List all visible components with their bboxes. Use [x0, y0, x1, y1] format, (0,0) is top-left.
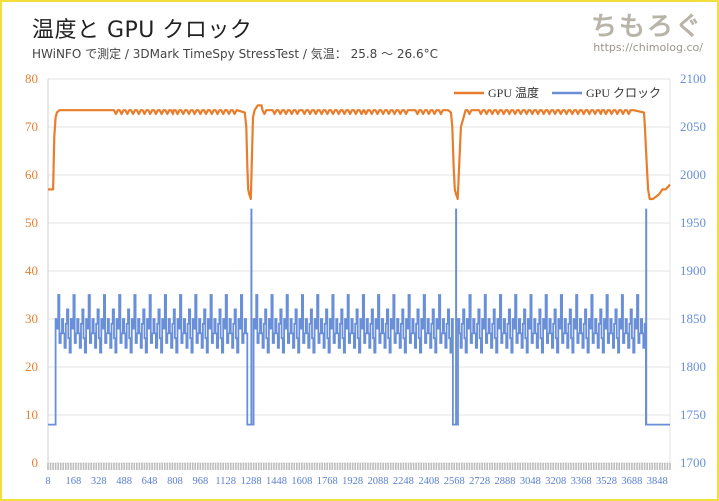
- right-axis-ticks: 1700 1750 1800 1850 1900 1950 2000 2050 2100: [680, 71, 706, 470]
- brand-url[interactable]: https://chimolog.co/: [593, 41, 703, 54]
- right-tick-label: 1950: [680, 215, 706, 230]
- x-tick-label: 168: [66, 476, 82, 487]
- x-tick-label: 3688: [621, 476, 642, 487]
- x-tick-label: 8: [45, 476, 50, 487]
- x-tick-label: 1928: [342, 476, 363, 487]
- chart-subtitle: HWiNFO で測定 / 3DMark TimeSpy StressTest /…: [32, 47, 439, 61]
- left-tick-label: 80: [25, 71, 38, 86]
- left-tick-label: 70: [25, 119, 38, 134]
- x-tick-label: 328: [91, 476, 107, 487]
- chart-title: 温度と GPU クロック: [32, 18, 253, 43]
- x-tick-label: 2408: [418, 476, 439, 487]
- x-tick-label: 1448: [266, 476, 287, 487]
- x-tick-label: 648: [142, 476, 158, 487]
- x-tick-label: 2888: [494, 476, 515, 487]
- left-tick-label: 30: [25, 311, 38, 326]
- x-tick-label: 488: [116, 476, 132, 487]
- legend: GPU 温度 GPU クロック: [454, 85, 661, 100]
- right-tick-label: 1750: [680, 407, 706, 422]
- left-tick-label: 10: [25, 407, 38, 422]
- x-tick-label: 2568: [444, 476, 465, 487]
- x-tick-label: 1768: [317, 476, 338, 487]
- series-gpu-temp: [48, 104, 671, 201]
- right-tick-label: 2050: [680, 119, 706, 134]
- right-tick-label: 1850: [680, 311, 706, 326]
- x-tick-label: 3208: [545, 476, 566, 487]
- brand[interactable]: ちもろぐ https://chimolog.co/: [591, 6, 703, 54]
- right-tick-label: 1900: [680, 263, 706, 278]
- x-tick-label: 2088: [368, 476, 389, 487]
- right-tick-label: 2000: [680, 167, 706, 182]
- x-tick-label: 2248: [393, 476, 414, 487]
- x-tick-label: 2728: [469, 476, 490, 487]
- left-tick-label: 60: [25, 167, 38, 182]
- left-tick-label: 40: [25, 263, 38, 278]
- x-tick-label: 1288: [241, 476, 262, 487]
- grid-lines: [47, 78, 671, 464]
- left-tick-label: 50: [25, 215, 38, 230]
- right-tick-label: 1700: [680, 455, 706, 470]
- left-tick-label: 0: [32, 455, 39, 470]
- x-tick-label: 1128: [215, 476, 236, 487]
- x-tick-label: 3528: [596, 476, 617, 487]
- legend-label: GPU クロック: [586, 86, 661, 100]
- x-tick-label: 3848: [647, 476, 668, 487]
- series-lines: [48, 104, 671, 426]
- x-tick-label: 968: [192, 476, 208, 487]
- x-tick-label: 808: [167, 476, 183, 487]
- left-tick-label: 20: [25, 359, 38, 374]
- series-gpu-clock: [48, 294, 670, 426]
- right-tick-label: 2100: [680, 71, 706, 86]
- x-axis-ticks: 8 168 328 488 648 808 968 1128 1288 1448 1608 1768 1…: [45, 463, 671, 487]
- right-tick-label: 1800: [680, 359, 706, 374]
- legend-label: GPU 温度: [488, 85, 539, 100]
- x-tick-label: 1608: [291, 476, 312, 487]
- x-tick-label: 3368: [571, 476, 592, 487]
- left-axis-ticks: 0 10 20 30 40 50 60 70 80: [25, 71, 38, 470]
- x-tick-label: 3048: [520, 476, 541, 487]
- brand-logo: ちもろぐ: [590, 12, 703, 42]
